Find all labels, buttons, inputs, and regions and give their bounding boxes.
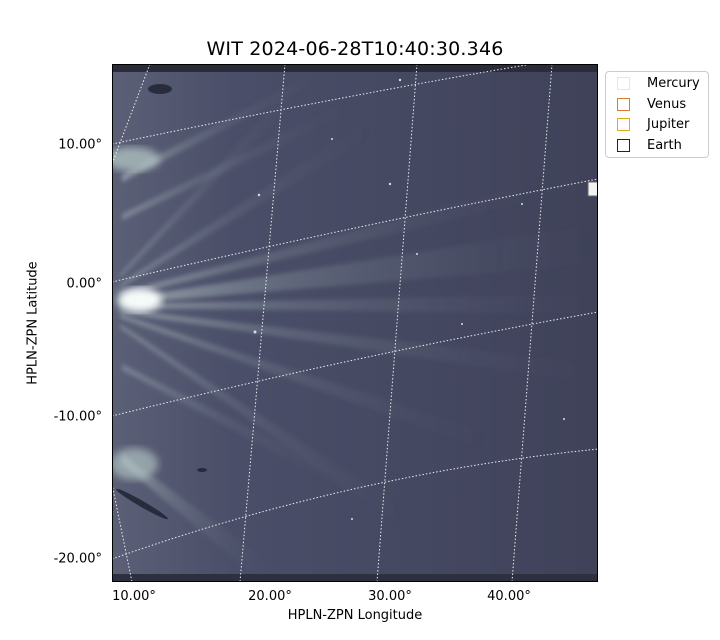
legend-swatch (617, 76, 630, 90)
top-edge-band (112, 64, 598, 72)
y-tick-label: -10.00° (53, 409, 102, 425)
legend-item-mercury: Mercury (617, 75, 700, 91)
x-axis-label: HPLN-ZPN Longitude (287, 608, 423, 623)
grid-line (111, 311, 599, 417)
coordinate-grid (111, 63, 599, 583)
grid-line (511, 63, 553, 583)
grid-line (111, 483, 133, 583)
heliospheric-image-svg (72, 63, 599, 583)
legend-label: Jupiter (647, 116, 690, 132)
dark-artifacts (115, 84, 207, 520)
grid-line (376, 63, 418, 583)
legend-swatch (617, 97, 630, 111)
grid-line (111, 178, 599, 283)
legend-item-earth: Earth (617, 137, 682, 153)
legend-swatch (617, 138, 630, 152)
plot-title: WIT 2024-06-28T10:40:30.346 (206, 38, 504, 60)
background-stars (253, 78, 565, 520)
y-tick-label: 10.00° (58, 137, 102, 153)
legend-item-jupiter: Jupiter (617, 116, 689, 132)
legend-swatch (617, 117, 630, 131)
coronagraph-image (72, 63, 599, 583)
legend-label: Earth (647, 137, 682, 153)
lower-streamer-glow (110, 448, 158, 480)
legend-label: Mercury (647, 75, 700, 91)
upper-streamer-glow (104, 147, 160, 171)
x-tick-label: 10.00° (112, 589, 156, 604)
x-tick-label: 30.00° (368, 589, 412, 604)
legend-item-venus: Venus (617, 96, 686, 112)
planet-marker (587, 181, 599, 197)
coronal-streamers (120, 74, 598, 574)
plot-frame (112, 64, 598, 582)
grid-line (239, 63, 286, 583)
legend: Mercury Venus Jupiter Earth (605, 71, 709, 158)
x-tick-label: 40.00° (487, 589, 531, 604)
grid-line (111, 448, 599, 560)
streamer-highlight (118, 288, 162, 312)
y-tick-label: 0.00° (66, 276, 102, 292)
x-tick-label: 20.00° (248, 589, 292, 604)
grid-line (111, 63, 151, 165)
y-tick-label: -20.00° (53, 551, 102, 567)
bottom-edge-band (112, 574, 598, 582)
legend-label: Venus (647, 96, 687, 112)
y-axis-label: HPLN-ZPN Latitude (25, 261, 41, 385)
